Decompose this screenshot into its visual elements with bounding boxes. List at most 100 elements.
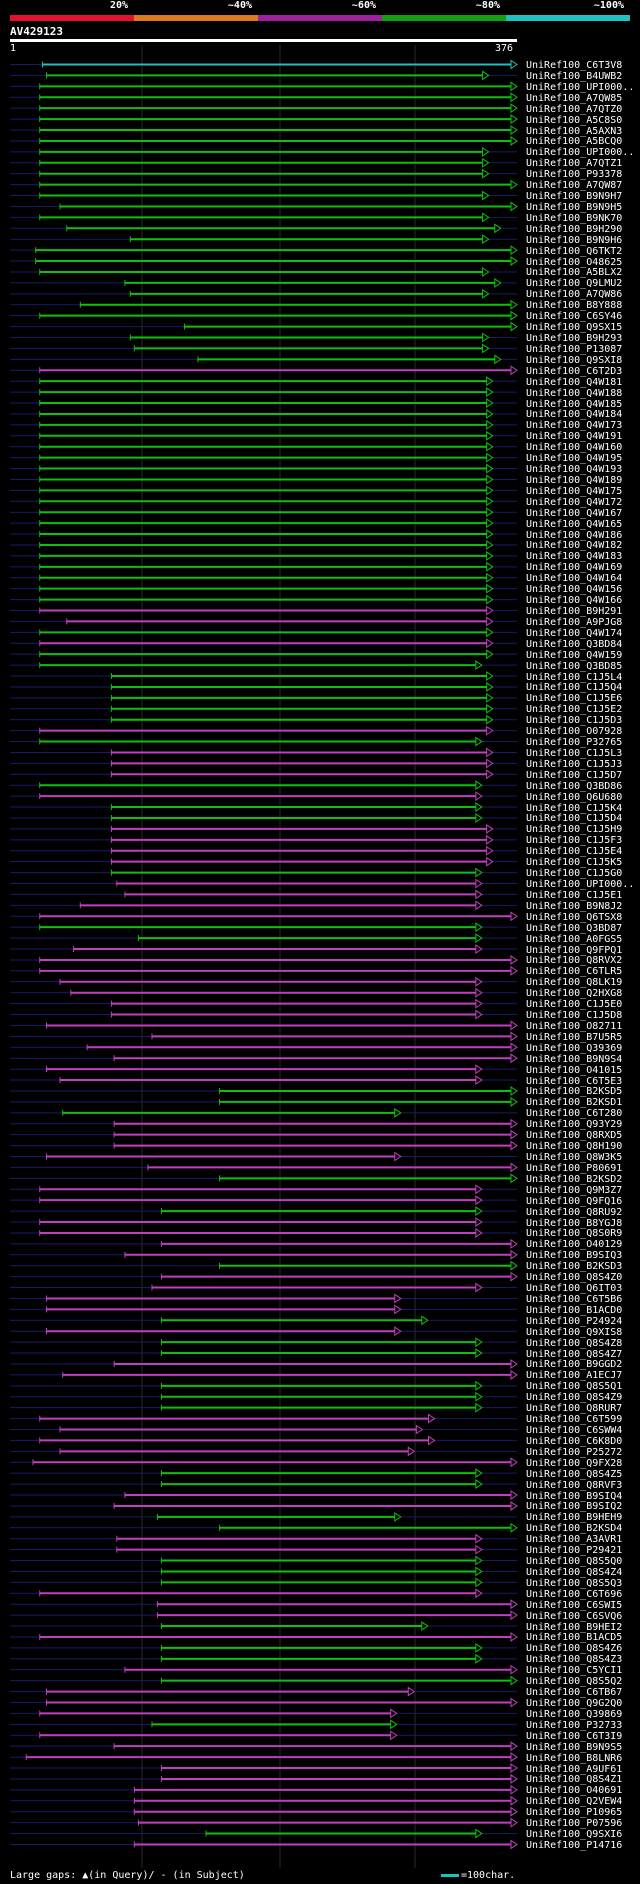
hit-label[interactable]: UniRef100_A1ECJ7 (526, 1370, 623, 1382)
hit-label[interactable]: UniRef100_Q4W185 (526, 398, 623, 410)
hit-label[interactable]: UniRef100_B4UWB2 (526, 70, 623, 82)
hit-label[interactable]: UniRef100_Q8S4Z5 (526, 1468, 623, 1480)
hit-label[interactable]: UniRef100_Q8S4Z1 (526, 1774, 623, 1786)
hit-label[interactable]: UniRef100_C6SVQ6 (526, 1610, 623, 1622)
hit-label[interactable]: UniRef100_Q8S5Q3 (526, 1577, 623, 1589)
hit-label[interactable]: UniRef100_B2KSD1 (526, 1097, 623, 1109)
hit-label[interactable]: UniRef100_Q4W175 (526, 485, 623, 497)
hit-label[interactable]: UniRef100_C5YCI1 (526, 1665, 623, 1677)
hit-label[interactable]: UniRef100_P29421 (526, 1545, 623, 1557)
hit-label[interactable]: UniRef100_B9N9H5 (526, 201, 623, 213)
hit-label[interactable]: UniRef100_Q3BD85 (526, 660, 623, 672)
hit-label[interactable]: UniRef100_C6SWW4 (526, 1425, 623, 1436)
hit-label[interactable]: UniRef100_C1J5H9 (526, 824, 623, 836)
hit-label[interactable]: UniRef100_Q4W173 (526, 420, 623, 432)
hit-label[interactable]: UniRef100_Q9FPQ1 (526, 944, 623, 956)
hit-label[interactable]: UniRef100_Q8S4Z7 (526, 1348, 623, 1360)
hit-label[interactable]: UniRef100_C1J5Q4 (526, 682, 623, 694)
hit-label[interactable]: UniRef100_Q8RXD5 (526, 1130, 623, 1142)
hit-label[interactable]: UniRef100_Q4W193 (526, 464, 623, 476)
hit-label[interactable]: UniRef100_UPI000.. (526, 81, 635, 93)
hit-label[interactable]: UniRef100_Q4W189 (526, 474, 623, 486)
hit-label[interactable]: UniRef100_C1J5E1 (526, 889, 623, 901)
hit-label[interactable]: UniRef100_P07596 (526, 1818, 623, 1830)
hit-label[interactable]: UniRef100_B9N8J2 (526, 900, 623, 912)
hit-label[interactable]: UniRef100_B9SIQ2 (526, 1501, 623, 1513)
hit-label[interactable]: UniRef100_B9H290 (526, 223, 623, 235)
hit-label[interactable]: UniRef100_C6T599 (526, 1414, 623, 1426)
hit-label[interactable]: UniRef100_UPI000.. (526, 147, 635, 159)
hit-label[interactable]: UniRef100_P14716 (526, 1839, 623, 1851)
hit-label[interactable]: UniRef100_Q8RU92 (526, 1206, 623, 1218)
hit-label[interactable]: UniRef100_Q9SX15 (526, 322, 623, 334)
hit-label[interactable]: UniRef100_C6T2D3 (526, 365, 623, 377)
hit-label[interactable]: UniRef100_C1J5J3 (526, 758, 623, 770)
hit-label[interactable]: UniRef100_C6SY46 (526, 311, 623, 323)
hit-label[interactable]: UniRef100_P25272 (526, 1446, 623, 1458)
hit-label[interactable]: UniRef100_C1J5L4 (526, 671, 623, 683)
hit-label[interactable]: UniRef100_Q4W160 (526, 442, 623, 454)
hit-label[interactable]: UniRef100_Q3BD87 (526, 922, 623, 934)
hit-label[interactable]: UniRef100_A5AXN3 (526, 125, 623, 137)
hit-label[interactable]: UniRef100_C1J5L3 (526, 747, 623, 759)
hit-label[interactable]: UniRef100_C6T3V8 (526, 60, 623, 71)
hit-label[interactable]: UniRef100_A3AVR1 (526, 1534, 623, 1546)
hit-label[interactable]: UniRef100_Q8W3K5 (526, 1152, 623, 1163)
hit-label[interactable]: UniRef100_B2KSD2 (526, 1173, 623, 1185)
hit-label[interactable]: UniRef100_P93378 (526, 169, 623, 181)
hit-label[interactable]: UniRef100_Q4W164 (526, 573, 623, 585)
hit-label[interactable]: UniRef100_C1J5D7 (526, 769, 623, 781)
hit-label[interactable]: UniRef100_Q3BD86 (526, 780, 623, 792)
hit-label[interactable]: UniRef100_C6T5B6 (526, 1293, 623, 1305)
hit-label[interactable]: UniRef100_C6T696 (526, 1588, 623, 1600)
hit-label[interactable]: UniRef100_B1ACD5 (526, 1632, 623, 1644)
hit-label[interactable]: UniRef100_B2KSD5 (526, 1086, 623, 1098)
hit-label[interactable]: UniRef100_B9N9S4 (526, 1053, 623, 1065)
hit-label[interactable]: UniRef100_A5C8S0 (526, 114, 623, 126)
hit-label[interactable]: UniRef100_Q6TKT2 (526, 245, 623, 257)
hit-label[interactable]: UniRef100_Q8S5Q1 (526, 1381, 623, 1393)
hit-label[interactable]: UniRef100_O40129 (526, 1239, 623, 1251)
hit-label[interactable]: UniRef100_C1J5E4 (526, 846, 623, 858)
hit-label[interactable]: UniRef100_B9N9S5 (526, 1741, 623, 1753)
hit-label[interactable]: UniRef100_Q8S4Z8 (526, 1337, 623, 1349)
hit-label[interactable]: UniRef100_C1J5E6 (526, 693, 623, 705)
hit-label[interactable]: UniRef100_A7QW87 (526, 180, 623, 192)
hit-label[interactable]: UniRef100_B9N9H6 (526, 234, 623, 246)
hit-label[interactable]: UniRef100_Q8S4Z4 (526, 1566, 623, 1578)
hit-label[interactable]: UniRef100_B2KSD3 (526, 1261, 623, 1273)
hit-label[interactable]: UniRef100_A5BCQ0 (526, 136, 623, 148)
hit-label[interactable]: UniRef100_Q4W172 (526, 496, 623, 508)
hit-label[interactable]: UniRef100_Q8H190 (526, 1141, 623, 1153)
hit-label[interactable]: UniRef100_B9GGD2 (526, 1359, 623, 1371)
hit-label[interactable]: UniRef100_Q4W159 (526, 649, 623, 661)
hit-label[interactable]: UniRef100_Q39869 (526, 1708, 623, 1720)
hit-label[interactable]: UniRef100_B9N9H7 (526, 191, 623, 203)
hit-label[interactable]: UniRef100_Q6IT03 (526, 1283, 623, 1295)
hit-label[interactable]: UniRef100_Q4W186 (526, 529, 623, 541)
hit-label[interactable]: UniRef100_Q4W166 (526, 595, 623, 607)
hit-label[interactable]: UniRef100_B9H291 (526, 606, 623, 617)
hit-label[interactable]: UniRef100_C1J5G0 (526, 868, 623, 880)
hit-label[interactable]: UniRef100_Q39369 (526, 1042, 623, 1054)
hit-label[interactable]: UniRef100_Q9SXI6 (526, 1829, 623, 1841)
hit-label[interactable]: UniRef100_B8LNR6 (526, 1752, 623, 1764)
hit-label[interactable]: UniRef100_P32733 (526, 1719, 623, 1731)
hit-label[interactable]: UniRef100_A7QTZ1 (526, 158, 623, 170)
hit-label[interactable]: UniRef100_C6T5E3 (526, 1075, 623, 1087)
hit-label[interactable]: UniRef100_Q2HXG8 (526, 988, 623, 1000)
hit-label[interactable]: UniRef100_Q4W156 (526, 584, 623, 596)
hit-label[interactable]: UniRef100_Q8S0R9 (526, 1228, 623, 1240)
hit-label[interactable]: UniRef100_Q4W184 (526, 409, 623, 421)
hit-label[interactable]: UniRef100_C1J5D8 (526, 1010, 623, 1022)
hit-label[interactable]: UniRef100_O41015 (526, 1064, 623, 1076)
hit-label[interactable]: UniRef100_Q4W191 (526, 431, 623, 443)
hit-label[interactable]: UniRef100_Q8S4Z0 (526, 1272, 623, 1284)
hit-label[interactable]: UniRef100_Q93Y29 (526, 1119, 623, 1131)
hit-label[interactable]: UniRef100_B8YGJ8 (526, 1217, 623, 1229)
hit-label[interactable]: UniRef100_C6TLR5 (526, 966, 623, 978)
hit-label[interactable]: UniRef100_A7QTZ0 (526, 103, 623, 115)
hit-label[interactable]: UniRef100_Q8S4Z9 (526, 1392, 623, 1404)
hit-label[interactable]: UniRef100_Q9LMU2 (526, 278, 623, 290)
hit-label[interactable]: UniRef100_C6K8D0 (526, 1435, 623, 1447)
